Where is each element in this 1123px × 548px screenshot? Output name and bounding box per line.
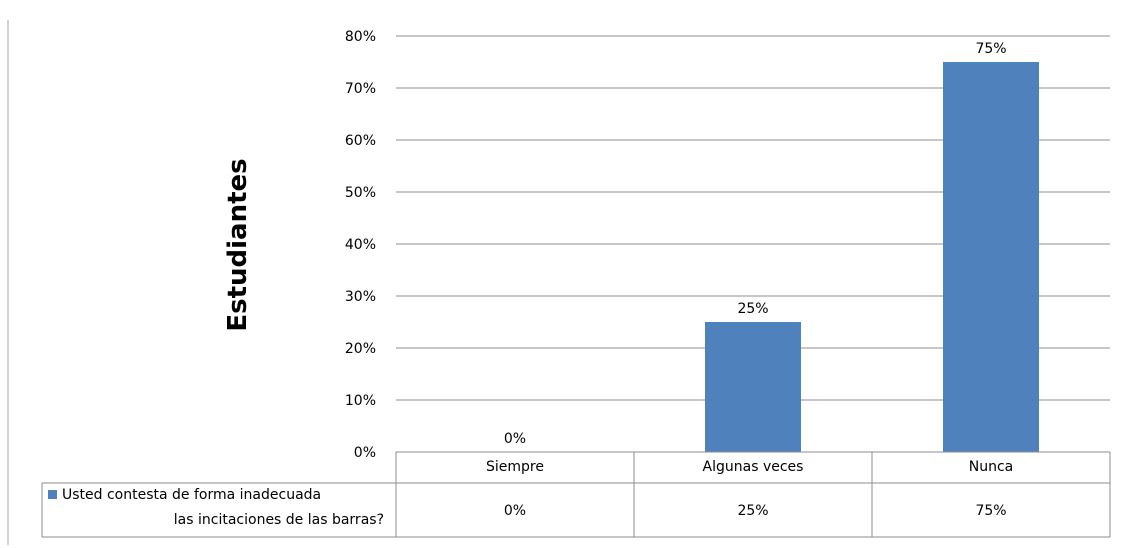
legend-swatch [48,490,57,499]
y-tick-label: 0% [354,445,376,461]
y-tick-label: 80% [345,29,376,45]
data-label: 25% [737,301,768,317]
table-value: 0% [504,503,526,519]
category-label: Siempre [486,459,544,475]
data-label: 75% [975,41,1006,57]
legend-label: Usted contesta de forma inadecuada [62,487,321,503]
table-value: 25% [737,503,768,519]
bar [705,322,801,452]
data-table: Siempre 0% Algunas veces 25% Nunca 75% Usted c… [41,451,1111,538]
bar [943,62,1039,452]
y-axis-ticks: 0% 10% 20% 30% 40% 50% 60% 70% 80% [345,29,376,461]
y-tick-label: 20% [345,341,376,357]
data-label: 0% [504,431,526,447]
data-labels: 0% 25% 75% [504,41,1007,447]
category-label: Algunas veces [703,459,804,475]
y-tick-label: 10% [345,393,376,409]
y-tick-label: 40% [345,237,376,253]
category-label: Nunca [969,459,1014,475]
y-tick-label: 70% [345,81,376,97]
y-axis-title: Estudiantes [223,158,253,331]
bars [705,62,1039,452]
legend-label: las incitaciones de las barras? [174,512,384,528]
y-tick-label: 30% [345,289,376,305]
y-tick-label: 50% [345,185,376,201]
table-value: 75% [975,503,1006,519]
y-tick-label: 60% [345,133,376,149]
